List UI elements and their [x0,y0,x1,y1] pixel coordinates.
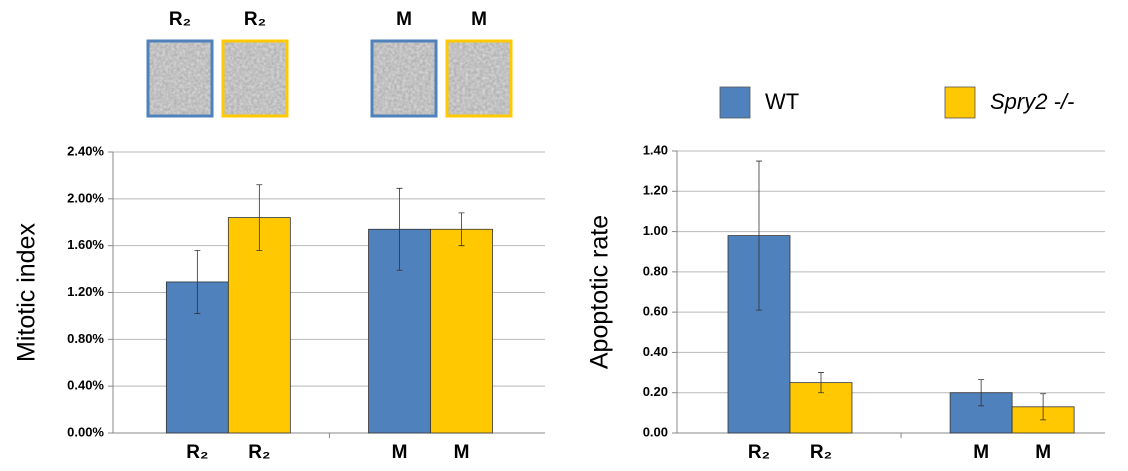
y-tick-label: 1.20 [643,183,668,198]
y-tick-label: 1.40 [643,142,668,157]
y-tick-label: 0.00% [67,424,104,439]
y-tick-label: 0.40% [67,378,104,393]
x-tick-label: M [973,442,989,463]
x-tick-label: M [454,442,470,463]
thumbnail-texture [222,40,288,117]
y-axis-label: Mitotic index [13,223,41,362]
y-tick-label: 1.20% [67,284,104,299]
x-tick-label: M [1035,442,1051,463]
thumbnail-texture [446,40,512,117]
y-tick-label: 0.20 [643,384,668,399]
y-tick-label: 2.40% [67,143,104,158]
x-tick-label: R₂ [810,442,832,463]
legend-label: Spry2 -/- [990,89,1074,114]
legend-swatch [720,87,750,118]
thumbnail-label: R₂ [244,9,266,30]
x-tick-label: R₂ [186,442,208,463]
y-tick-label: 0.60 [643,304,668,319]
y-tick-label: 2.00% [67,190,104,205]
y-tick-label: 1.60% [67,237,104,252]
figure: R₂ R₂ M M 0.00% 0.40% 0.80% 1.20% 1.60% 2.00% 2.40… [0,0,1128,471]
bar [431,229,493,433]
y-tick-label: 0.80% [67,331,104,346]
y-axis-label: Apoptotic rate [586,215,614,369]
thumbnail-label: M [396,9,412,30]
y-tick-label: 0.80 [643,263,668,278]
thumbnail-texture [371,40,437,117]
y-tick-label: 0.00 [643,424,668,439]
thumbnail-label: M [471,9,487,30]
legend-swatch [945,87,975,118]
y-tick-label: 0.40 [643,344,668,359]
x-tick-label: R₂ [748,442,770,463]
x-tick-label: R₂ [248,442,270,463]
thumbnail-texture [147,40,213,117]
y-tick-label: 1.00 [643,223,668,238]
thumbnail-label: R₂ [169,9,191,30]
legend-label: WT [765,89,799,114]
x-tick-label: M [392,442,408,463]
